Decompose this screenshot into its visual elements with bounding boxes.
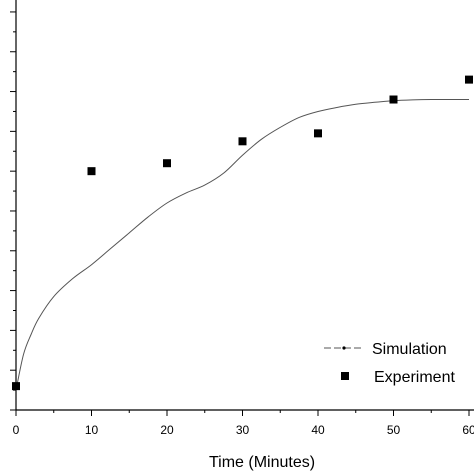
legend-simulation-dot: [342, 346, 346, 350]
x-tick-label: 40: [311, 423, 325, 437]
legend: Simulation Experiment: [324, 341, 455, 386]
x-ticks: 0 10 20 30 40 50 60: [13, 410, 474, 437]
x-tick-label: 10: [85, 423, 99, 437]
experiment-point: [12, 382, 20, 391]
x-tick-label: 60: [462, 423, 474, 437]
x-axis-title: Time (Minutes): [209, 454, 315, 471]
experiment-point: [314, 129, 322, 138]
legend-experiment-marker: [341, 372, 349, 380]
plot-area: [12, 75, 473, 391]
experiment-point: [389, 95, 398, 104]
legend-experiment-label: Experiment: [374, 369, 455, 386]
axes: [15, 0, 474, 411]
legend-simulation-label: Simulation: [372, 341, 447, 358]
x-tick-label: 20: [160, 423, 174, 437]
experiment-point: [163, 159, 171, 168]
x-tick-label: 50: [387, 423, 401, 437]
simulation-line: [15, 98, 469, 391]
y-ticks: [10, 11, 16, 411]
experiment-point: [87, 167, 96, 176]
x-tick-label: 30: [236, 423, 250, 437]
experiment-point: [238, 137, 247, 146]
experiment-point: [465, 75, 473, 84]
x-tick-label: 0: [13, 423, 20, 437]
